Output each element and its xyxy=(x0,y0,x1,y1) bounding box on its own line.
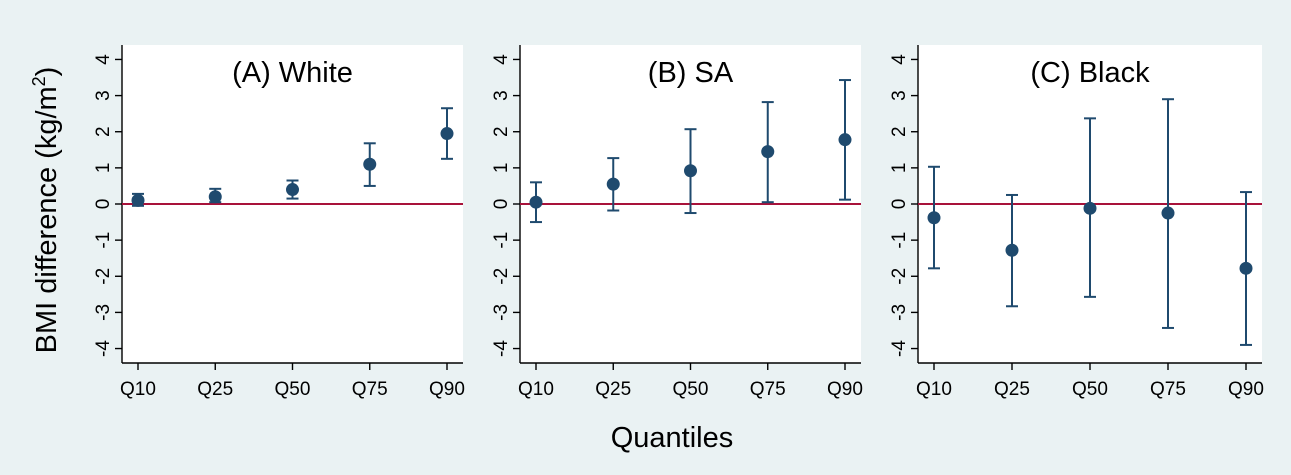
x-tick-label: Q50 xyxy=(1072,379,1108,400)
y-tick-label: -1 xyxy=(889,232,910,249)
y-tick-label: -2 xyxy=(889,268,910,285)
y-tick-label: 1 xyxy=(889,163,910,174)
x-tick-label: Q25 xyxy=(994,379,1030,400)
y-tick-label: 4 xyxy=(93,54,114,65)
data-point xyxy=(363,157,377,171)
data-point xyxy=(684,164,697,178)
x-tick-label: Q25 xyxy=(197,379,233,400)
y-axis-label-main: BMI difference (kg/m xyxy=(31,86,63,353)
data-point xyxy=(440,127,454,141)
y-tick-label: -4 xyxy=(889,340,910,357)
data-point xyxy=(1083,201,1097,215)
x-tick-label: Q10 xyxy=(120,379,156,400)
y-tick-label: 3 xyxy=(93,90,114,101)
y-tick-label: -2 xyxy=(491,268,512,285)
y-tick-label: 3 xyxy=(491,90,512,101)
y-tick-label: -4 xyxy=(491,340,512,357)
data-point xyxy=(1239,261,1253,275)
y-tick-label: -1 xyxy=(93,232,114,249)
y-tick-label: 2 xyxy=(889,126,910,137)
panel-c: (C) Black -4 -3 -2 -1 0 1 2 3 4 Q10 Q25 Q50 Q75 Q90 xyxy=(889,45,1264,400)
data-point xyxy=(606,177,620,191)
data-point xyxy=(131,193,145,207)
y-tick-label: -2 xyxy=(93,268,114,285)
x-tick-label: Q90 xyxy=(429,379,465,400)
y-tick-label: 1 xyxy=(93,163,114,174)
y-tick-label: -3 xyxy=(889,304,910,321)
y-tick-label: -1 xyxy=(491,232,512,249)
y-tick-label: 0 xyxy=(889,199,910,210)
y-tick-label: 4 xyxy=(889,54,910,65)
x-tick-label: Q10 xyxy=(916,379,952,400)
panel-title: (C) Black xyxy=(1030,57,1150,89)
data-point xyxy=(1161,206,1175,220)
data-point xyxy=(1005,243,1019,257)
x-tick-label: Q90 xyxy=(1228,379,1264,400)
y-tick-label: 1 xyxy=(491,163,512,174)
x-tick-label: Q75 xyxy=(1150,379,1186,400)
panel-a: (A) White -4 -3 -2 -1 0 1 2 3 4 Q10 Q25 Q50 Q75 Q90 xyxy=(93,45,465,400)
y-tick-label: 0 xyxy=(491,199,512,210)
x-tick-label: Q50 xyxy=(275,379,311,400)
data-point xyxy=(208,190,222,204)
data-point xyxy=(286,183,299,197)
y-tick-label: -3 xyxy=(491,304,512,321)
y-tick-label: 4 xyxy=(491,54,512,65)
y-tick-label: -4 xyxy=(93,340,114,357)
y-tick-label: 2 xyxy=(491,126,512,137)
x-tick-label: Q75 xyxy=(352,379,388,400)
data-point xyxy=(529,195,543,209)
y-tick-label: 0 xyxy=(93,199,114,210)
y-axis-label-superscript: 2 xyxy=(29,76,49,86)
x-axis-label: Quantiles xyxy=(611,422,734,454)
x-tick-label: Q10 xyxy=(518,379,554,400)
x-tick-label: Q90 xyxy=(827,379,863,400)
y-tick-label: -3 xyxy=(93,304,114,321)
data-point xyxy=(838,133,852,147)
data-point xyxy=(927,211,941,225)
panel-title: (A) White xyxy=(232,57,353,89)
x-tick-label: Q75 xyxy=(750,379,786,400)
x-tick-label: Q25 xyxy=(595,379,631,400)
x-tick-label: Q50 xyxy=(673,379,709,400)
y-tick-label: 3 xyxy=(889,90,910,101)
panel-b: (B) SA -4 -3 -2 -1 0 1 2 3 4 Q10 Q25 Q50 Q75 Q90 xyxy=(491,45,863,400)
y-axis-label-close: ) xyxy=(31,67,63,77)
y-tick-label: 2 xyxy=(93,126,114,137)
panel-title: (B) SA xyxy=(648,57,734,89)
data-point xyxy=(761,145,775,159)
y-axis-label: BMI difference (kg/m2) xyxy=(29,67,63,354)
